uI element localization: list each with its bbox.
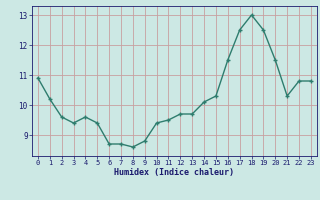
X-axis label: Humidex (Indice chaleur): Humidex (Indice chaleur) — [115, 168, 234, 177]
